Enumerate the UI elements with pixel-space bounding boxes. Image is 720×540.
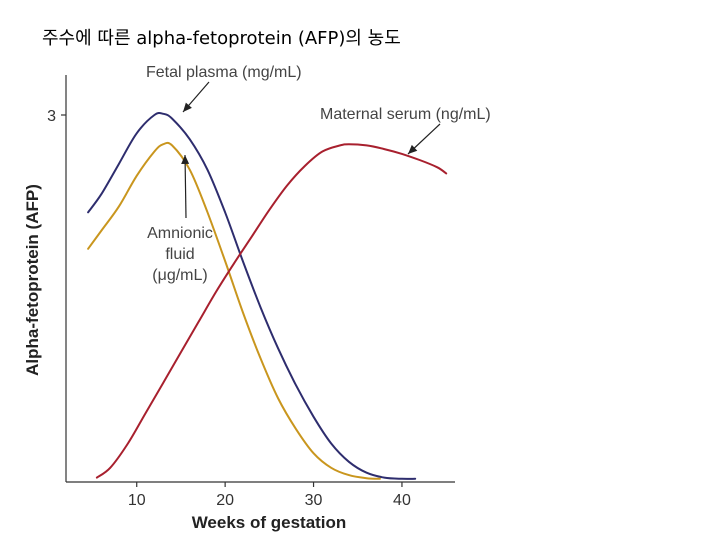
fetal-plasma-annotation: Fetal plasma (mg/mL) — [146, 64, 302, 81]
x-tick-label: 20 — [216, 492, 234, 509]
slide-title: 주수에 따른 alpha-fetoprotein (AFP)의 농도 — [42, 28, 401, 49]
x-tick-label: 30 — [305, 492, 323, 509]
annotation-arrow-head — [183, 102, 192, 112]
y-axis-label: Alpha-fetoprotein (AFP) — [23, 184, 42, 376]
x-tick-label: 10 — [128, 492, 146, 509]
annotation-arrow-shaft — [184, 154, 187, 219]
axes: 10 20 30 40 3 — [47, 75, 455, 509]
x-tick-label: 40 — [393, 492, 411, 509]
annotation-arrow-head — [408, 144, 418, 154]
y-tick-label: 3 — [47, 108, 56, 125]
x-axis-label: Weeks of gestation — [192, 513, 347, 532]
series-layer — [87, 111, 448, 480]
maternal-serum-annotation: Maternal serum (ng/mL) — [320, 106, 491, 123]
fetal-plasma-line — [87, 111, 417, 480]
annotation-arrow-head — [181, 155, 190, 165]
amnionic-fluid-line — [87, 141, 381, 480]
annotation-layer: Fetal plasma (mg/mL) Maternal serum (ng/m… — [146, 64, 491, 284]
maternal-serum-line — [95, 143, 448, 479]
amnionic-fluid-annotation: Amnionic fluid (μg/mL) — [147, 225, 213, 284]
